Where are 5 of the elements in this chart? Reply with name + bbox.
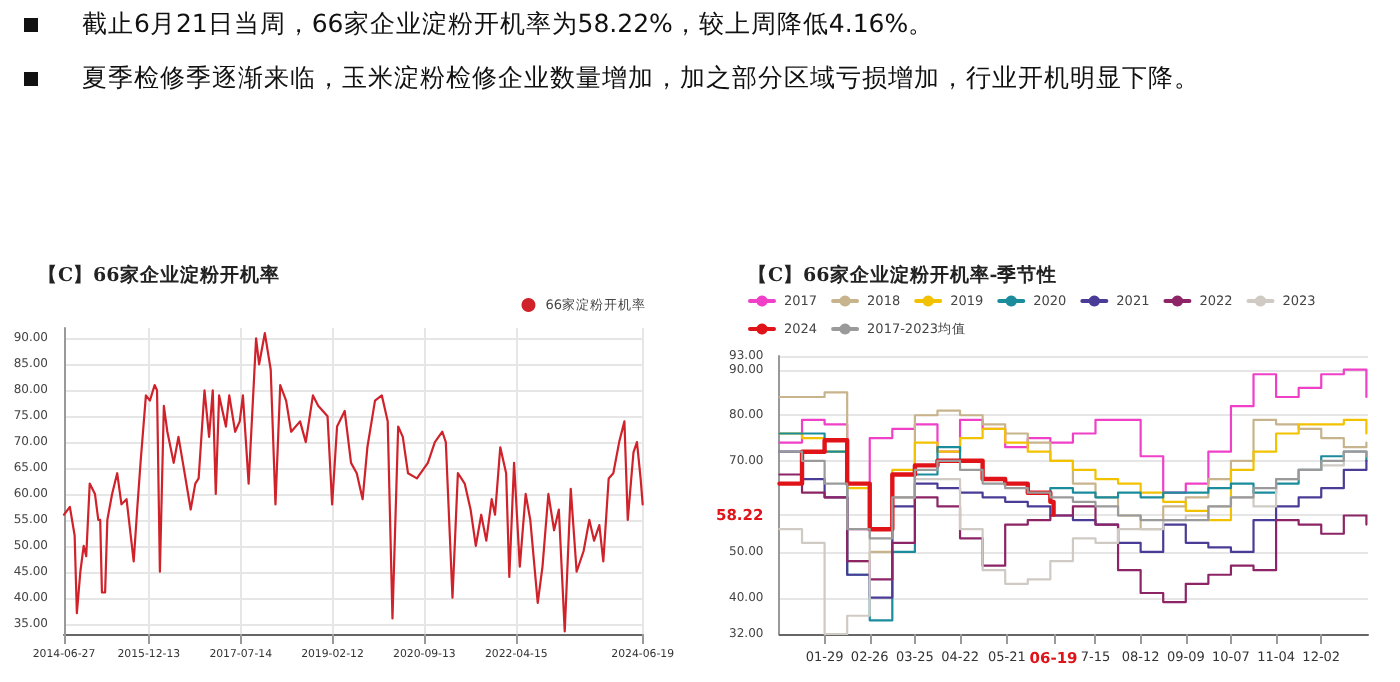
chart-title: 【C】66家企业淀粉开机率-季节性: [748, 263, 1058, 287]
chart-title: 【C】66家企业淀粉开机率: [38, 263, 280, 287]
text: 截止6月21日当周，66家企业淀粉开机率为58.22%，较上周降低4.16%。: [82, 8, 935, 42]
line-series: [62, 332, 644, 633]
text: 夏季检修季逐渐来临，玉米淀粉检修企业数量增加，加之部分区域亏损增加，行业开机明显下降。: [82, 62, 1200, 96]
